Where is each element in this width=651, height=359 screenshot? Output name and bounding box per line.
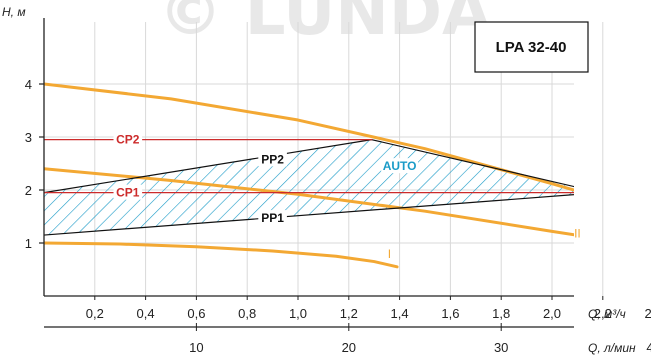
x-secondary-tick-label: 30 [494,340,508,355]
mode-label-background [113,184,143,200]
chart-title: LPA 32-40 [496,39,567,56]
series-line-ii [44,167,574,237]
auto-region [44,139,574,236]
x-secondary-tick-label: 40 [646,340,651,355]
x-tick-label: 1,8 [492,306,510,321]
x-tick-label: 2,0 [543,306,561,321]
x-tick-label: 1,4 [391,306,409,321]
x-tick-label: 1,0 [289,306,307,321]
x-tick-label: 2,2 [594,306,612,321]
auto-region-hatch [44,139,574,236]
x-tick-label: 0,8 [238,306,256,321]
chart-axes: 1 2 3 4 0,2 0,4 0,6 0,8 1,0 1,2 1,4 1,6 1,8 2,0 2,2 2,4… [2,5,651,355]
mode-label-pp2: PP2 [261,152,284,166]
x-tick-label: 2,4 [645,306,651,321]
y-tick-label: 4 [25,77,32,92]
x-tick-label: 1,6 [441,306,459,321]
x-secondary-tick-label: 20 [342,340,356,355]
mode-label-background [258,210,287,226]
series-line-iii [44,82,574,192]
curve-label-i: I [388,247,391,261]
series-line-pp1 [44,194,574,236]
mode-label-background [381,158,418,174]
x-axis-title: Q, м³/ч [588,307,626,321]
mode-label-background [113,131,143,147]
mode-label-pp1: PP1 [261,211,284,225]
x-axis-secondary-title: Q, л/мин [588,341,636,355]
y-axis-title: H, м [2,5,26,19]
y-tick-label: 2 [25,183,32,198]
y-tick-label: 1 [25,236,32,251]
mode-label-cp1: CP1 [116,186,140,200]
x-tick-label: 0,4 [137,306,155,321]
brand-watermark: © LUNDA [159,0,492,50]
x-tick-label: 0,2 [86,306,104,321]
model-box: LPA 32-40 [474,21,589,73]
mode-label-cp2: CP2 [116,133,140,147]
mode-label-background [258,151,287,167]
x-secondary-tick-label: 10 [189,340,203,355]
curve-label-ii: II [574,227,581,241]
mode-label-auto: AUTO [383,159,417,173]
x-tick-label: 1,2 [340,306,358,321]
y-tick-label: 3 [25,130,32,145]
chart-labels: IIIIIICP2CP1PP2PP1AUTO [113,131,581,261]
series-line-i [44,241,399,269]
x-tick-label: 0,6 [187,306,205,321]
